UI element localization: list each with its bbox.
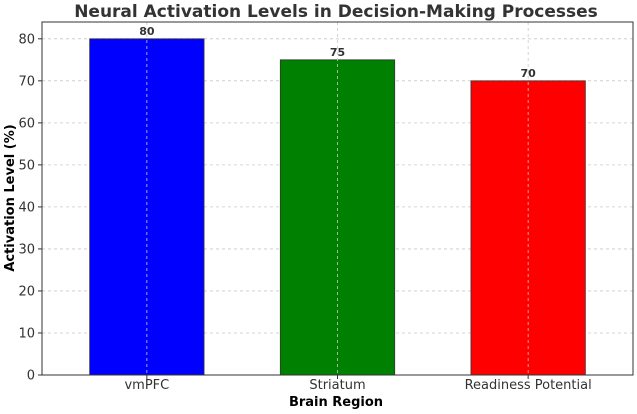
y-tick-label: 10 bbox=[18, 326, 35, 341]
axis-layer: 0 10 20 30 40 50 60 70 80 vmPFC Striatum Readiness … bbox=[18, 21, 634, 393]
x-tick-label: vmPFC bbox=[124, 378, 169, 393]
data-label: 75 bbox=[330, 46, 345, 59]
y-tick-label: 0 bbox=[27, 369, 35, 384]
y-tick-label: 40 bbox=[18, 200, 35, 215]
y-tick-label: 30 bbox=[18, 242, 35, 257]
y-tick-label: 70 bbox=[18, 74, 35, 89]
bar-layer: 80 75 70 bbox=[89, 22, 586, 376]
y-tick-label: 80 bbox=[18, 32, 35, 47]
x-tick-label: Striatum bbox=[309, 378, 365, 393]
plot-frame bbox=[41, 21, 634, 376]
y-tick-label: 60 bbox=[18, 116, 35, 131]
y-axis-label: Activation Level (%) bbox=[3, 124, 18, 271]
data-label: 70 bbox=[520, 67, 536, 80]
x-axis-label: Brain Region bbox=[289, 395, 383, 410]
y-tick-label: 50 bbox=[18, 158, 35, 173]
chart-title: Neural Activation Levels in Decision-Mak… bbox=[74, 2, 598, 22]
x-tick-label: Readiness Potential bbox=[465, 378, 592, 393]
y-tick-label: 20 bbox=[18, 284, 35, 299]
data-label: 80 bbox=[139, 25, 155, 38]
